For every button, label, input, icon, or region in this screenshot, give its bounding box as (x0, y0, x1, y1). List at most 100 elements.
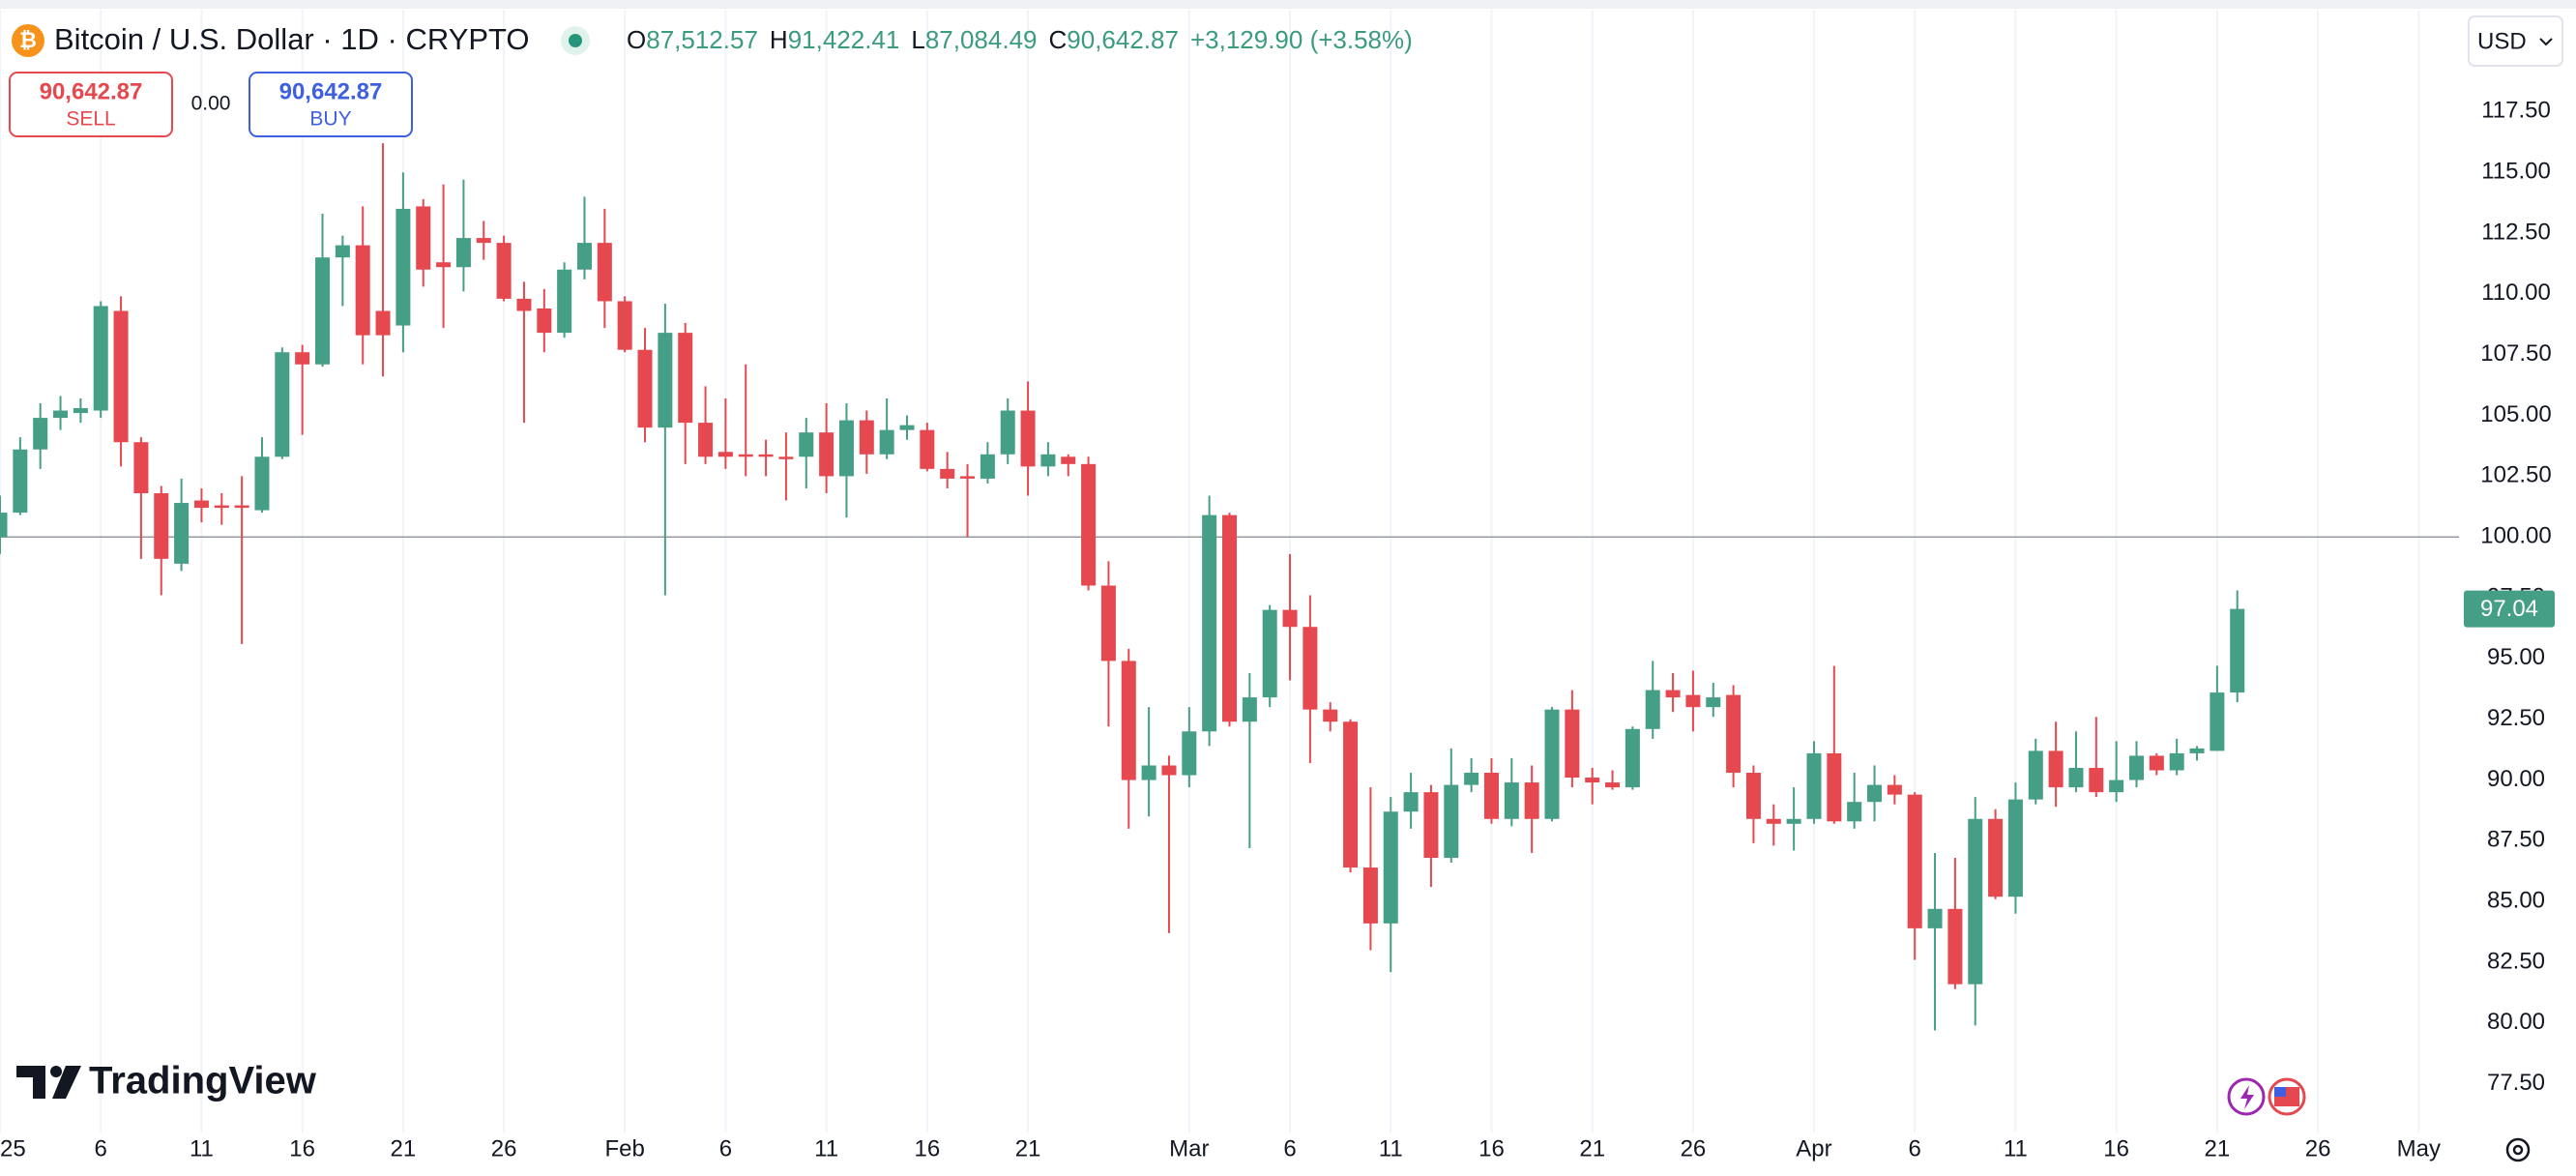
candle-body (476, 238, 491, 244)
y-tick-label: 117.50 (2481, 98, 2551, 124)
candle-body (2169, 752, 2184, 771)
candle-body (1362, 867, 1378, 924)
candle-body (1585, 778, 1600, 783)
candle-body (455, 238, 471, 268)
candle-body (2109, 779, 2124, 793)
y-tick-label: 80.00 (2487, 1009, 2545, 1035)
x-tick-label: 16 (914, 1135, 940, 1161)
candle-body (1726, 694, 1742, 774)
currency-box[interactable] (2468, 15, 2563, 67)
candle-body (254, 456, 270, 511)
candle-body (717, 452, 733, 457)
x-tick-label: 21 (2205, 1135, 2231, 1161)
ohlc-value: 87,512.57 (646, 25, 758, 54)
candle-body (698, 423, 714, 457)
candle-body (2068, 768, 2084, 788)
flag-canton[interactable] (2274, 1087, 2286, 1097)
candle-body (2028, 750, 2043, 800)
candle-body (395, 208, 411, 326)
sell-button[interactable]: 90,642.87 SELL (9, 72, 173, 137)
ohlc-label: L (911, 25, 924, 54)
candle-body (2149, 755, 2164, 771)
candle-body (738, 454, 753, 457)
candle-body (1483, 773, 1499, 819)
candle-body (2089, 768, 2104, 793)
y-tick-label: 107.50 (2480, 340, 2551, 367)
buy-box[interactable] (249, 72, 413, 137)
flash-symbol[interactable] (2240, 1085, 2254, 1109)
candle-body (1847, 802, 1862, 822)
brand-name: TradingView (89, 1060, 317, 1102)
candle-body (1403, 792, 1419, 812)
candle-body (537, 308, 552, 334)
x-tick-label: 26 (491, 1135, 517, 1161)
candle-body (1020, 410, 1036, 467)
y-tick-label: 82.50 (2487, 948, 2545, 974)
candle-body (193, 500, 209, 509)
candle-body (960, 476, 976, 479)
candle-body (1081, 463, 1097, 586)
candle-body (899, 425, 915, 430)
candle-body (133, 442, 149, 493)
candle-body (2007, 799, 2023, 897)
buy-button[interactable]: 90,642.87 BUY (249, 72, 413, 137)
x-tick-label: 21 (1579, 1135, 1605, 1161)
candle-body (678, 333, 693, 424)
candle-body (1625, 728, 1640, 788)
y-tick-label: 90.00 (2487, 766, 2545, 792)
candle-body (1100, 585, 1116, 662)
candle-body (315, 257, 331, 365)
candle-body (1766, 818, 1781, 824)
last-price-label: 97.04 (2480, 596, 2538, 622)
candle-body (1000, 410, 1015, 455)
sell-box[interactable] (9, 72, 173, 137)
candle-body (93, 306, 108, 411)
candle-body (1202, 514, 1217, 732)
x-tick-label: 6 (1909, 1135, 1921, 1161)
candle-body (2048, 750, 2064, 788)
candles (0, 143, 2245, 1031)
candle-body (496, 243, 512, 299)
candle-body (73, 408, 88, 414)
sell-label[interactable]: SELL (66, 108, 115, 131)
logo-shape (16, 1066, 45, 1099)
symbol-title: Bitcoin / U.S. Dollar · 1D · CRYPTO (54, 22, 530, 56)
candle-body (1161, 765, 1177, 776)
candle-body (940, 468, 955, 479)
x-tick-label: Mar (1169, 1135, 1209, 1161)
candle-body (617, 301, 632, 350)
x-tick-label: 26 (2305, 1135, 2331, 1161)
x-tick-label: 16 (289, 1135, 315, 1161)
currency-button[interactable]: USD (2468, 15, 2563, 67)
candle-body (1262, 609, 1277, 698)
sell-price[interactable]: 90,642.87 (40, 78, 143, 104)
settings-icon[interactable] (2505, 1137, 2531, 1162)
labels: 77.50 80.00 82.50 85.00 87.50 90.00 92.50 95.00… (0, 98, 2555, 1161)
ohlc: O87,512.57 H91,422.41 L87,084.49 C90,642.87… (627, 25, 1413, 54)
candle-body (13, 449, 28, 514)
candle-body (1745, 773, 1761, 819)
candle-body (1706, 697, 1721, 708)
settings-icon-core[interactable] (2512, 1144, 2524, 1156)
candle-body (2230, 608, 2245, 693)
candle-body (1141, 765, 1156, 780)
candle-body (416, 206, 431, 270)
currency[interactable]: USD (2477, 28, 2527, 54)
x-tick-label: 21 (1015, 1135, 1041, 1161)
x-tick-label: 2025 (0, 1135, 26, 1161)
currency-caret[interactable] (2539, 38, 2553, 46)
candle-body (1887, 784, 1902, 795)
candle-body (1383, 811, 1398, 924)
candle-body (1665, 690, 1681, 698)
y-tick-label: 85.00 (2487, 888, 2545, 914)
bitcoin-icon (12, 24, 44, 57)
candle-body (375, 310, 391, 336)
change: +3,129.90 (+3.58%) (1190, 25, 1413, 54)
candle-body (1806, 752, 1822, 819)
candle-body (1645, 690, 1660, 729)
candle-body (295, 352, 310, 365)
buy-price[interactable]: 90,642.87 (279, 78, 383, 104)
candle-body (335, 245, 350, 258)
buy-label[interactable]: BUY (309, 108, 351, 131)
y-tick-label: 102.50 (2480, 462, 2551, 488)
